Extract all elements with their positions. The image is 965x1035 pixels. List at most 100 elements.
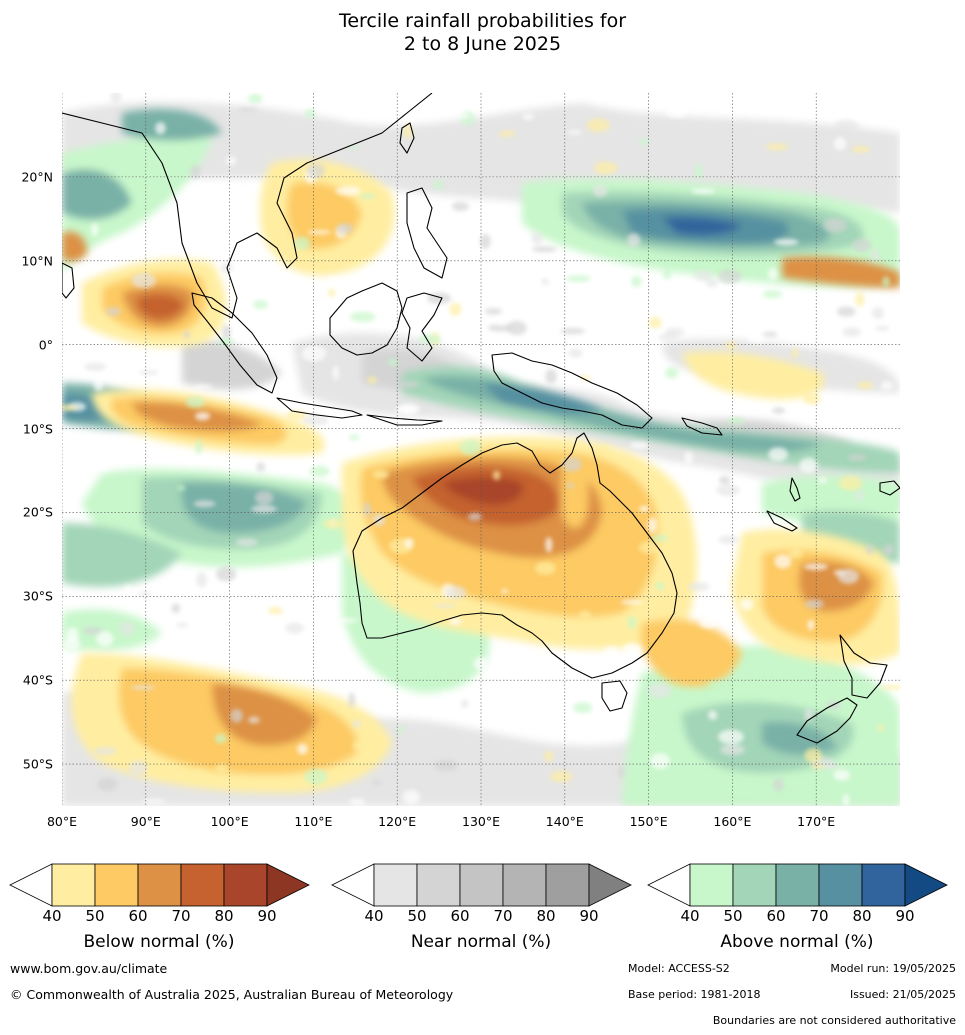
- speckle-patch: [768, 447, 788, 462]
- colorbar-segment: [545, 863, 590, 907]
- speckle-patch: [639, 505, 650, 512]
- legend-near-colorbar: 40 50 60 70 80 90: [331, 863, 632, 925]
- speckle-patch: [629, 441, 650, 449]
- speckle-patch: [842, 793, 850, 806]
- speckle-patch: [404, 537, 414, 549]
- speckle-patch: [335, 186, 361, 196]
- colorbar-segment: [94, 863, 139, 907]
- speckle-patch: [684, 451, 693, 465]
- speckle-patch: [638, 138, 651, 145]
- speckle-patch: [359, 193, 377, 199]
- legend-below-colorbar: 40 50 60 70 80 90: [9, 863, 310, 925]
- speckle-patch: [823, 217, 847, 233]
- latitude-label: 20°S: [22, 504, 53, 520]
- longitude-label: 120°E: [378, 814, 417, 829]
- speckle-patch: [251, 505, 277, 514]
- speckle-patch: [747, 329, 768, 344]
- latitude-label: 0°: [38, 337, 53, 353]
- speckle-patch: [725, 341, 737, 350]
- speckle-patch: [871, 307, 885, 320]
- speckle-patch: [723, 364, 741, 380]
- website-link[interactable]: www.bom.gov.au/climate: [10, 961, 168, 976]
- colorbar-segment: [416, 863, 461, 907]
- speckle-patch: [705, 278, 718, 288]
- speckle-patch: [593, 161, 618, 175]
- speckle-patch: [171, 603, 181, 614]
- speckle-patch: [730, 321, 754, 331]
- speckle-patch: [664, 367, 679, 379]
- speckle-patch: [237, 107, 259, 112]
- colorbar-tick-label: 60: [128, 907, 147, 925]
- colorbar-tick-label: 80: [536, 907, 555, 925]
- speckle-patch: [467, 512, 482, 521]
- speckle-patch: [195, 439, 203, 455]
- speckle-patch: [488, 323, 512, 332]
- speckle-patch: [531, 231, 543, 245]
- speckle-patch: [352, 719, 362, 728]
- speckle-patch: [541, 278, 550, 285]
- speckle-patch: [484, 308, 502, 315]
- speckle-patch: [627, 616, 637, 629]
- speckle-patch: [106, 307, 122, 316]
- speckle-patch: [503, 245, 519, 260]
- speckle-patch: [440, 691, 448, 698]
- base-period: Base period: 1981-2018: [628, 988, 761, 1001]
- speckle-patch: [409, 113, 416, 123]
- speckle-patch: [190, 165, 201, 179]
- speckle-patch: [461, 699, 469, 709]
- map-title-line2: 2 to 8 June 2025: [403, 33, 562, 55]
- speckle-patch: [842, 327, 861, 337]
- issued-date: Issued: 21/05/2025: [849, 988, 956, 1001]
- speckle-patch: [196, 455, 203, 466]
- speckle-patch: [818, 477, 827, 484]
- speckle-patch: [739, 598, 754, 611]
- speckle-patch: [353, 93, 372, 105]
- colorbar-segment: [373, 863, 418, 907]
- speckle-patch: [699, 616, 718, 629]
- speckle-patch: [718, 535, 738, 545]
- latitude-label: 20°N: [21, 169, 53, 185]
- speckle-patch: [664, 327, 685, 337]
- colorbar-over-triangle: [904, 863, 948, 907]
- speckle-patch: [631, 275, 642, 288]
- speckle-patch: [807, 619, 815, 631]
- colorbar-tick-label: 70: [493, 907, 512, 925]
- speckle-patch: [804, 748, 823, 763]
- speckle-patch: [104, 616, 114, 632]
- new-guinea-coastline: [491, 352, 653, 429]
- speckle-patch: [303, 414, 329, 426]
- speckle-patch: [535, 561, 556, 575]
- colorbar-segment: [818, 863, 863, 907]
- speckle-patch: [230, 708, 243, 723]
- speckle-patch: [110, 93, 122, 103]
- speckle-patch: [707, 680, 733, 689]
- map-title-line1: Tercile rainfall probabilities for: [338, 10, 627, 32]
- speckle-patch: [185, 396, 205, 408]
- speckle-patch: [805, 599, 824, 609]
- speckle-patch: [550, 770, 573, 783]
- colorbar-segment: [502, 863, 547, 907]
- speckle-patch: [767, 267, 778, 280]
- longitude-label: 130°E: [461, 814, 501, 829]
- speckle-patch: [565, 275, 591, 282]
- speckle-patch: [129, 760, 148, 776]
- speckle-patch: [647, 683, 672, 699]
- australia-coastline: [352, 432, 678, 679]
- speckle-patch: [627, 233, 641, 248]
- speckle-patch: [326, 277, 347, 282]
- speckle-patch: [855, 291, 865, 307]
- speckle-patch: [449, 617, 462, 625]
- speckle-patch: [397, 403, 420, 415]
- speckle-patch: [136, 447, 148, 462]
- speckle-patch: [560, 327, 585, 335]
- legend-above-normal: 40 50 60 70 80 90: [647, 860, 948, 925]
- colorbar-tick-label: 50: [723, 907, 742, 925]
- colorbar-segment: [180, 863, 225, 907]
- speckle-patch: [506, 320, 527, 336]
- colorbar-tick-label: 40: [680, 907, 699, 925]
- speckle-patch: [254, 491, 274, 505]
- colorbar-tick-label: 60: [766, 907, 785, 925]
- speckle-patch: [718, 269, 741, 284]
- speckle-patch: [791, 348, 799, 358]
- colorbar-under-triangle: [331, 863, 375, 907]
